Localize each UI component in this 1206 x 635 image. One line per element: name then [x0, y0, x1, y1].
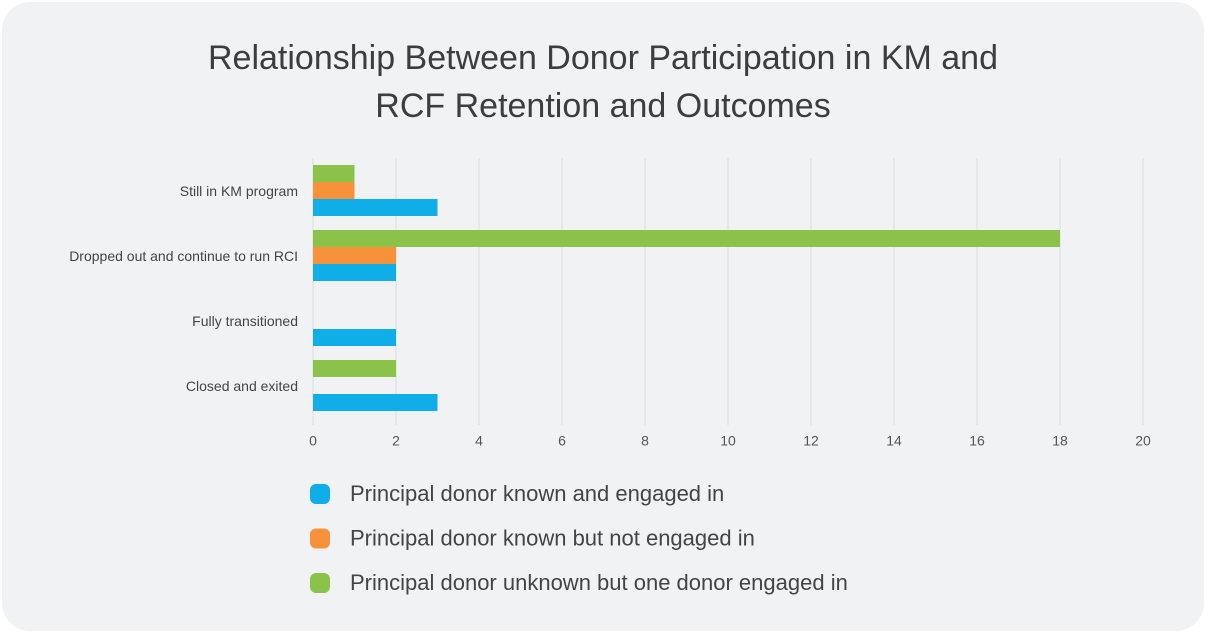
legend-label: Principal donor unknown but one donor en… — [350, 570, 848, 595]
bar — [313, 360, 396, 377]
bar — [313, 394, 438, 411]
x-tick-label: 0 — [309, 433, 317, 449]
x-tick-label: 6 — [558, 433, 566, 449]
y-tick-label: Closed and exited — [186, 378, 298, 394]
bar — [313, 329, 396, 346]
chart-title: RCF Retention and Outcomes — [375, 87, 830, 125]
x-tick-label: 2 — [392, 433, 400, 449]
x-tick-label: 10 — [720, 433, 736, 449]
x-tick-label: 14 — [886, 433, 902, 449]
legend-swatch — [310, 528, 330, 549]
x-tick-label: 4 — [475, 433, 483, 449]
legend-label: Principal donor known and engaged in — [350, 481, 724, 506]
legend-swatch — [310, 573, 330, 593]
y-tick-label: Dropped out and continue to run RCI — [69, 248, 298, 264]
y-tick-label: Still in KM program — [180, 183, 298, 199]
bar — [313, 247, 396, 264]
legend-label: Principal donor known but not engaged in — [350, 525, 755, 550]
x-tick-label: 20 — [1135, 433, 1151, 449]
legend-swatch — [310, 484, 330, 504]
x-tick-label: 16 — [969, 433, 985, 449]
x-tick-label: 18 — [1052, 433, 1068, 449]
bar — [313, 182, 355, 199]
bar — [313, 199, 438, 216]
chart-title: Relationship Between Donor Participation… — [208, 39, 998, 77]
bar — [313, 165, 355, 182]
x-tick-label: 8 — [641, 433, 649, 449]
bar — [313, 230, 1060, 247]
x-tick-label: 12 — [803, 433, 819, 449]
y-tick-label: Fully transitioned — [192, 313, 298, 329]
bar — [313, 264, 396, 281]
